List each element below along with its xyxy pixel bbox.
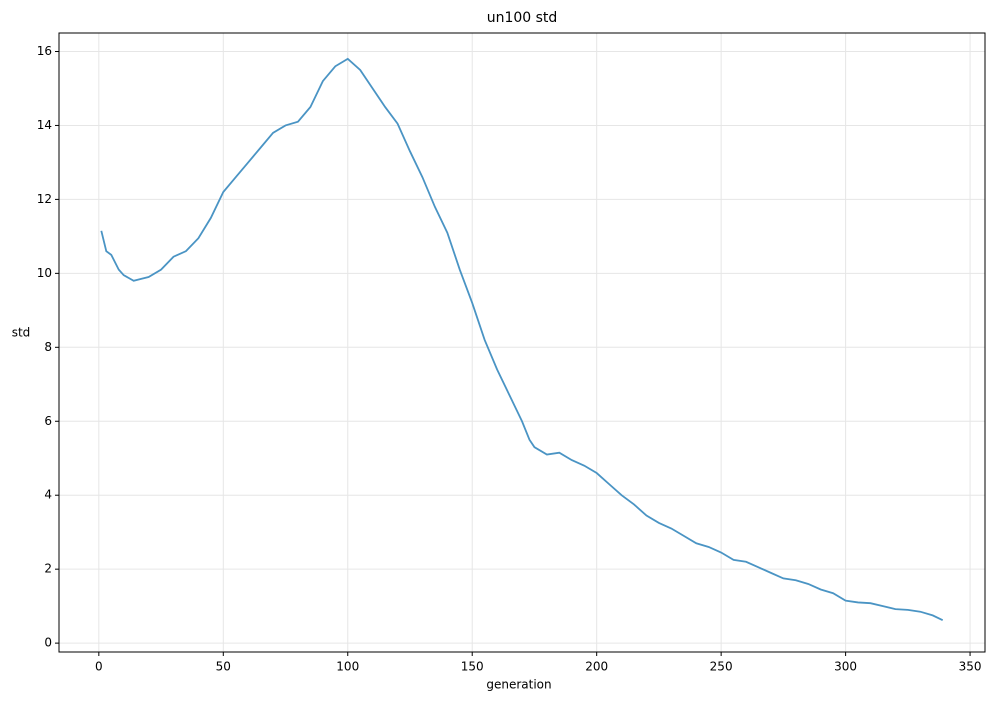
y-tick-label: 2 [44,562,52,576]
plot-frame [58,32,986,653]
x-tick-label: 150 [461,660,484,674]
x-tick-label: 350 [959,660,982,674]
chart-title: un100 std [487,10,558,26]
x-tick-label: 50 [216,660,231,674]
y-tick-label: 0 [44,636,52,650]
y-tick-label: 12 [37,192,52,206]
y-axis-label: std [12,326,31,340]
x-tick-label: 0 [95,660,103,674]
y-tick-label: 4 [44,488,52,502]
x-tick-label: 100 [336,660,359,674]
y-tick-label: 10 [37,266,52,280]
y-tick-label: 8 [44,340,52,354]
y-tick-label: 14 [37,118,52,132]
x-tick-label: 250 [710,660,733,674]
x-tick-label: 300 [834,660,857,674]
y-tick-label: 16 [37,44,52,58]
x-axis-label: generation [486,678,551,692]
x-tick-label: 200 [585,660,608,674]
data-line [100,57,944,622]
y-tick-label: 6 [44,414,52,428]
